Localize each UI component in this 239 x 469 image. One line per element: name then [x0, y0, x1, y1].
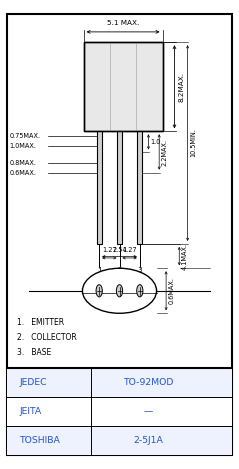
Text: 5.1 MAX.: 5.1 MAX.	[107, 20, 139, 26]
Text: 2.   COLLECTOR: 2. COLLECTOR	[17, 333, 76, 342]
Text: 2-5J1A: 2-5J1A	[133, 436, 163, 446]
Bar	[117, 131, 122, 244]
Text: 3: 3	[137, 267, 142, 272]
Text: TOSHIBA: TOSHIBA	[19, 436, 60, 446]
Bar	[7, 368, 232, 397]
Text: 2: 2	[117, 267, 122, 272]
Text: 0.75MAX.: 0.75MAX.	[10, 133, 41, 139]
Text: —: —	[144, 407, 153, 416]
Text: 1.0MAX.: 1.0MAX.	[10, 144, 37, 149]
Bar	[84, 42, 163, 131]
Bar	[97, 131, 102, 244]
Text: TO-92MOD: TO-92MOD	[123, 378, 173, 387]
Text: 3.   BASE: 3. BASE	[17, 348, 51, 357]
Text: 4.1MAX.: 4.1MAX.	[182, 242, 188, 270]
Circle shape	[137, 285, 143, 297]
Text: JEDEC: JEDEC	[19, 378, 47, 387]
Bar	[7, 397, 232, 426]
Text: 1.27: 1.27	[102, 247, 117, 253]
Bar	[84, 42, 163, 131]
Text: 1.27: 1.27	[122, 247, 137, 253]
Text: 1.0: 1.0	[150, 139, 161, 145]
Bar	[137, 131, 142, 244]
Circle shape	[116, 285, 123, 297]
Text: 8.2MAX.: 8.2MAX.	[179, 72, 185, 102]
Text: 0.6MAX.: 0.6MAX.	[168, 277, 174, 304]
Text: 0.8MAX.: 0.8MAX.	[10, 160, 37, 166]
Text: 2.2MAX.: 2.2MAX.	[161, 138, 167, 166]
Bar	[7, 426, 232, 455]
Text: JEITA: JEITA	[19, 407, 41, 416]
Text: 0.6MAX.: 0.6MAX.	[10, 170, 37, 175]
Text: 10.5MIN.: 10.5MIN.	[190, 129, 196, 158]
Text: 2.54: 2.54	[112, 247, 127, 253]
Text: 1: 1	[97, 267, 102, 272]
Ellipse shape	[82, 268, 157, 313]
Circle shape	[96, 285, 102, 297]
Text: 1.   EMITTER: 1. EMITTER	[17, 318, 64, 327]
